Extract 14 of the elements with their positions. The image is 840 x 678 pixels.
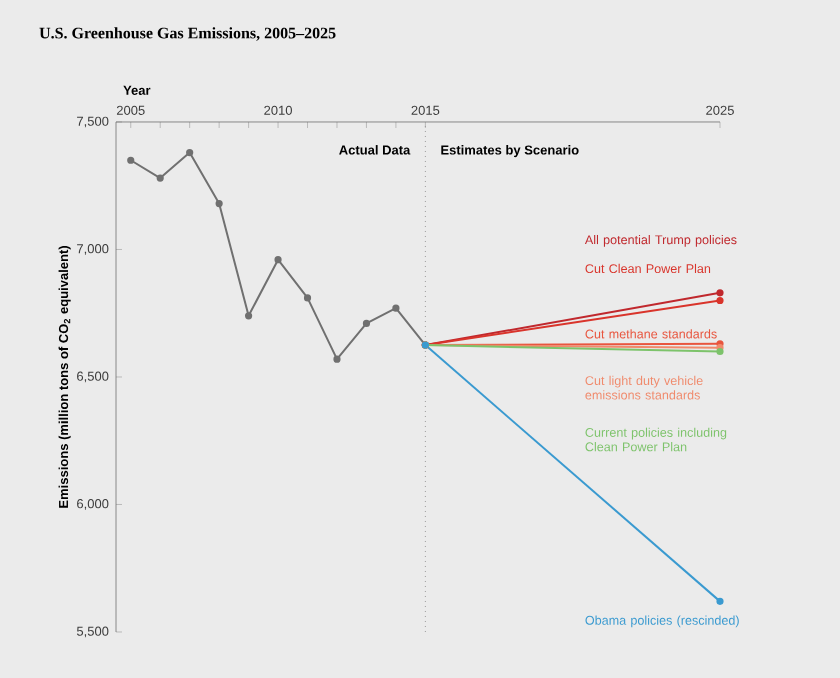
point	[274, 256, 282, 264]
chart-title: U.S. Greenhouse Gas Emissions, 2005–2025	[39, 27, 336, 41]
point	[716, 597, 724, 605]
point	[392, 304, 400, 312]
point	[245, 312, 253, 320]
point	[716, 289, 724, 297]
point	[186, 148, 194, 157]
point	[303, 294, 312, 302]
point	[333, 355, 341, 363]
point	[215, 199, 223, 208]
point	[362, 319, 371, 328]
point	[156, 174, 164, 182]
point	[127, 156, 135, 164]
point	[716, 296, 724, 305]
